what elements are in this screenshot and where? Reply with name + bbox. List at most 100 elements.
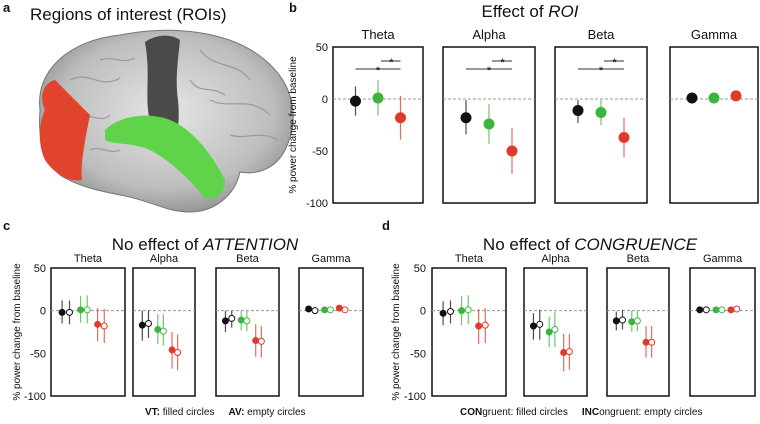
point-empty (159, 327, 167, 335)
panel-label-d: d (382, 218, 390, 233)
panel-title: No effect of ATTENTION (112, 235, 299, 254)
legend-text: ongruent: empty circles (599, 407, 702, 418)
point-filled (712, 306, 720, 314)
band-label: Alpha (541, 253, 570, 265)
panel-c: c No effect of ATTENTION 50 0 -50 -100% power… (3, 218, 364, 418)
point-empty (619, 316, 626, 324)
point-empty (718, 306, 726, 314)
plot-frame (215, 267, 280, 397)
point-empty (565, 348, 573, 356)
band-alpha: Alpha (132, 253, 196, 397)
band-label: Theta (455, 253, 484, 265)
y-axis-label: % power change from baseline (12, 263, 23, 401)
panel-label-b: b (289, 0, 297, 15)
roi-temporal-green (105, 115, 225, 199)
band-label: Beta (627, 253, 651, 265)
point-filled (483, 118, 495, 130)
point-empty (257, 337, 265, 345)
band-beta: Beta (215, 253, 280, 397)
panel-d: d No effect of CONGRUENCE 50 0 -50 -100% powe… (382, 218, 756, 418)
significance-star: * (599, 65, 604, 77)
point-filled (506, 145, 518, 157)
point-filled (618, 131, 630, 143)
point-filled (168, 346, 176, 354)
point-empty (100, 322, 108, 330)
point-filled (305, 305, 313, 313)
point-empty (633, 317, 641, 325)
point-filled (138, 321, 146, 329)
title-emphasis: ATTENTION (202, 235, 299, 254)
band-beta: Beta (606, 253, 670, 397)
panel-a: a Regions of interest (ROIs) (3, 0, 294, 213)
point-empty (174, 348, 182, 356)
significance-star: * (389, 57, 394, 69)
point-empty (648, 338, 656, 346)
band-label: Alpha (150, 253, 179, 265)
plot-frame (669, 46, 759, 204)
point-filled (730, 90, 742, 102)
y-tick-label: -100 (306, 198, 328, 210)
point-filled (94, 320, 102, 328)
point-empty (733, 305, 741, 313)
y-tick-label: 0 (420, 306, 426, 318)
plot-frame (554, 46, 648, 204)
roi-occipital-red (39, 80, 90, 181)
legend-key: INC (582, 407, 599, 418)
y-tick-label: 0 (40, 306, 46, 318)
band-label: Gamma (691, 27, 738, 42)
significance-markers: ** (578, 57, 624, 77)
y-tick-label: -100 (24, 391, 46, 403)
plot-frame (606, 267, 670, 397)
band-label: Theta (74, 253, 103, 265)
panel-title: Effect of ROI (481, 2, 578, 21)
panel-label-a: a (3, 0, 11, 15)
y-tick-label: -100 (404, 391, 426, 403)
point-filled (529, 322, 537, 330)
y-tick-label: 50 (414, 263, 426, 275)
y-tick-label: -50 (410, 348, 426, 360)
band-alpha: Alpha (523, 253, 588, 397)
title-prefix: No effect of (112, 235, 203, 254)
point-filled (372, 92, 384, 104)
band-alpha: Alpha** (442, 27, 536, 204)
panel-title: No effect of CONGRUENCE (483, 235, 698, 254)
point-filled (58, 308, 66, 316)
band-gamma: Gamma (298, 253, 364, 397)
point-filled (628, 318, 636, 326)
title-emphasis: ROI (548, 2, 579, 21)
point-filled (708, 92, 720, 104)
point-filled (727, 306, 735, 314)
y-axis-label: % power change from baseline (391, 263, 402, 401)
point-empty (341, 306, 349, 314)
point-filled (335, 304, 343, 312)
legend-note: VT: filled circles AV: empty circles (145, 407, 306, 418)
band-theta: Theta (50, 253, 126, 397)
point-filled (572, 104, 584, 116)
band-label: Gamma (703, 253, 743, 265)
band-label: Theta (361, 27, 395, 42)
point-empty (83, 306, 91, 314)
legend-key: CON (460, 407, 482, 418)
point-empty (228, 314, 236, 322)
significance-star: * (612, 57, 617, 69)
plot-frame (298, 267, 364, 397)
point-empty (702, 306, 710, 314)
point-empty (66, 308, 73, 316)
panel-label-c: c (3, 218, 10, 233)
y-tick-label: 0 (322, 94, 328, 106)
title-prefix: Effect of (481, 2, 548, 21)
legend-text: gruent: filled circles (482, 407, 568, 418)
y-axis-label: % power change from baseline (288, 56, 299, 194)
y-tick-label: -50 (312, 146, 328, 158)
point-filled (439, 309, 447, 317)
band-label: Beta (588, 27, 616, 42)
point-filled (350, 95, 361, 107)
brain-sulci (69, 49, 279, 153)
point-empty (464, 306, 472, 314)
point-empty (551, 325, 559, 333)
title-emphasis: CONGRUENCE (574, 235, 697, 254)
point-filled (460, 112, 472, 124)
significance-star: * (487, 65, 492, 77)
legend-note: CONgruent: filled circles INCongruent: em… (460, 407, 702, 418)
